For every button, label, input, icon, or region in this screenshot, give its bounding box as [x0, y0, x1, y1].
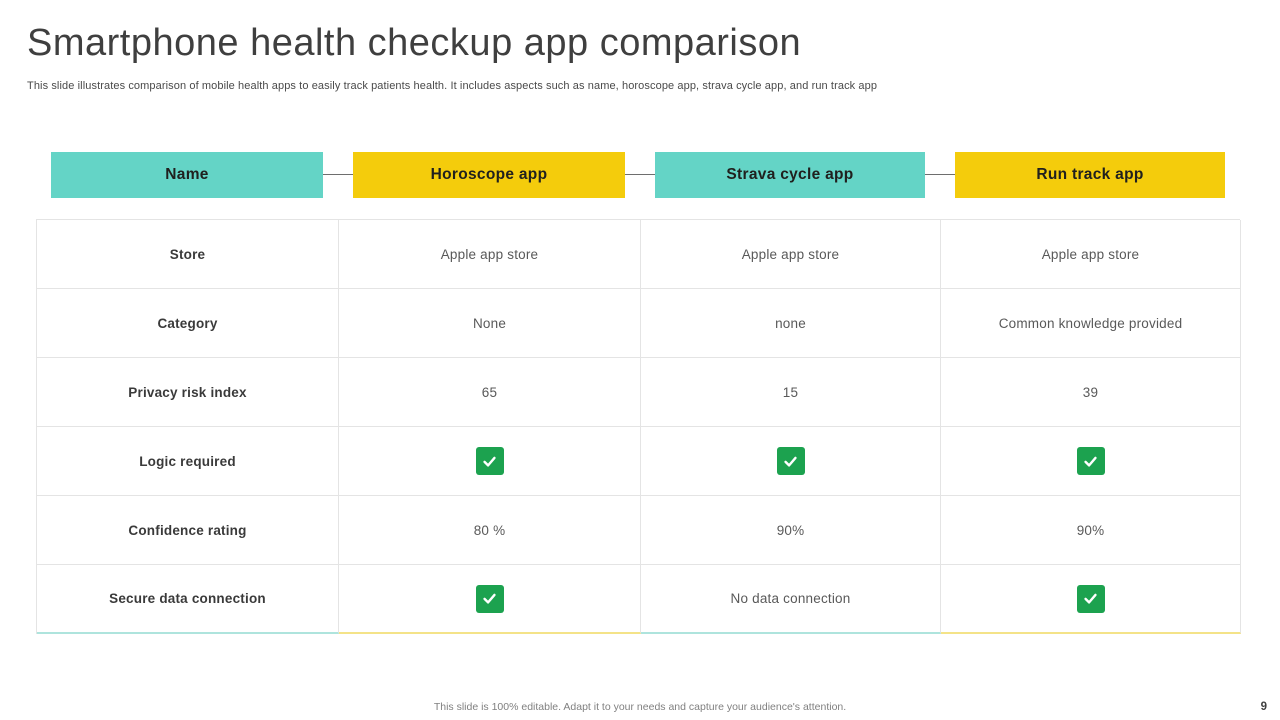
checked-checkbox-icon [1076, 584, 1105, 613]
checked-checkbox-icon [1076, 447, 1105, 475]
table-cell [941, 565, 1241, 634]
header-cell-strava-cycle-app: Strava cycle app [640, 152, 940, 198]
table-cell: 65 [339, 358, 641, 427]
row-label-confidence-rating: Confidence rating [37, 496, 339, 565]
table-cell: 90% [641, 496, 941, 565]
table-cell: 90% [941, 496, 1241, 565]
table-cell [941, 427, 1241, 496]
checked-checkbox-icon [776, 447, 805, 475]
table-cell: Apple app store [641, 220, 941, 289]
table-cell [641, 427, 941, 496]
table-cell: Apple app store [339, 220, 641, 289]
table-cell: Common knowledge provided [941, 289, 1241, 358]
table-cell [339, 427, 641, 496]
header-connector-line [186, 174, 1090, 175]
header-cell-name: Name [36, 152, 338, 198]
header-cell-run-track-app: Run track app [940, 152, 1240, 198]
row-label-category: Category [37, 289, 339, 358]
row-label-privacy-risk-index: Privacy risk index [37, 358, 339, 427]
footer-note: This slide is 100% editable. Adapt it to… [433, 701, 847, 713]
page-title: Smartphone health checkup app comparison [27, 22, 802, 64]
table-cell: none [641, 289, 941, 358]
checked-checkbox-icon [475, 447, 504, 475]
table-cell: 39 [941, 358, 1241, 427]
page-number: 9 [1260, 701, 1267, 713]
table-cell: None [339, 289, 641, 358]
comparison-table: Store Apple app store Apple app store Ap… [36, 219, 1241, 634]
header-box-strava-cycle-app[interactable]: Strava cycle app [655, 152, 925, 198]
row-label-logic-required: Logic required [37, 427, 339, 496]
table-cell [339, 565, 641, 634]
table-cell: 15 [641, 358, 941, 427]
table-cell: Apple app store [941, 220, 1241, 289]
row-label-store: Store [37, 220, 339, 289]
table-cell: 80 % [339, 496, 641, 565]
app-header-row: Name Horoscope app Strava cycle app Run … [36, 152, 1240, 198]
checked-checkbox-icon [475, 584, 504, 613]
page-subtitle: This slide illustrates comparison of mob… [27, 80, 878, 92]
table-cell: No data connection [641, 565, 941, 634]
header-box-horoscope-app[interactable]: Horoscope app [353, 152, 625, 198]
header-box-name[interactable]: Name [51, 152, 323, 198]
header-box-run-track-app[interactable]: Run track app [955, 152, 1225, 198]
row-label-secure-data-connection: Secure data connection [37, 565, 339, 634]
header-cell-horoscope-app: Horoscope app [338, 152, 640, 198]
